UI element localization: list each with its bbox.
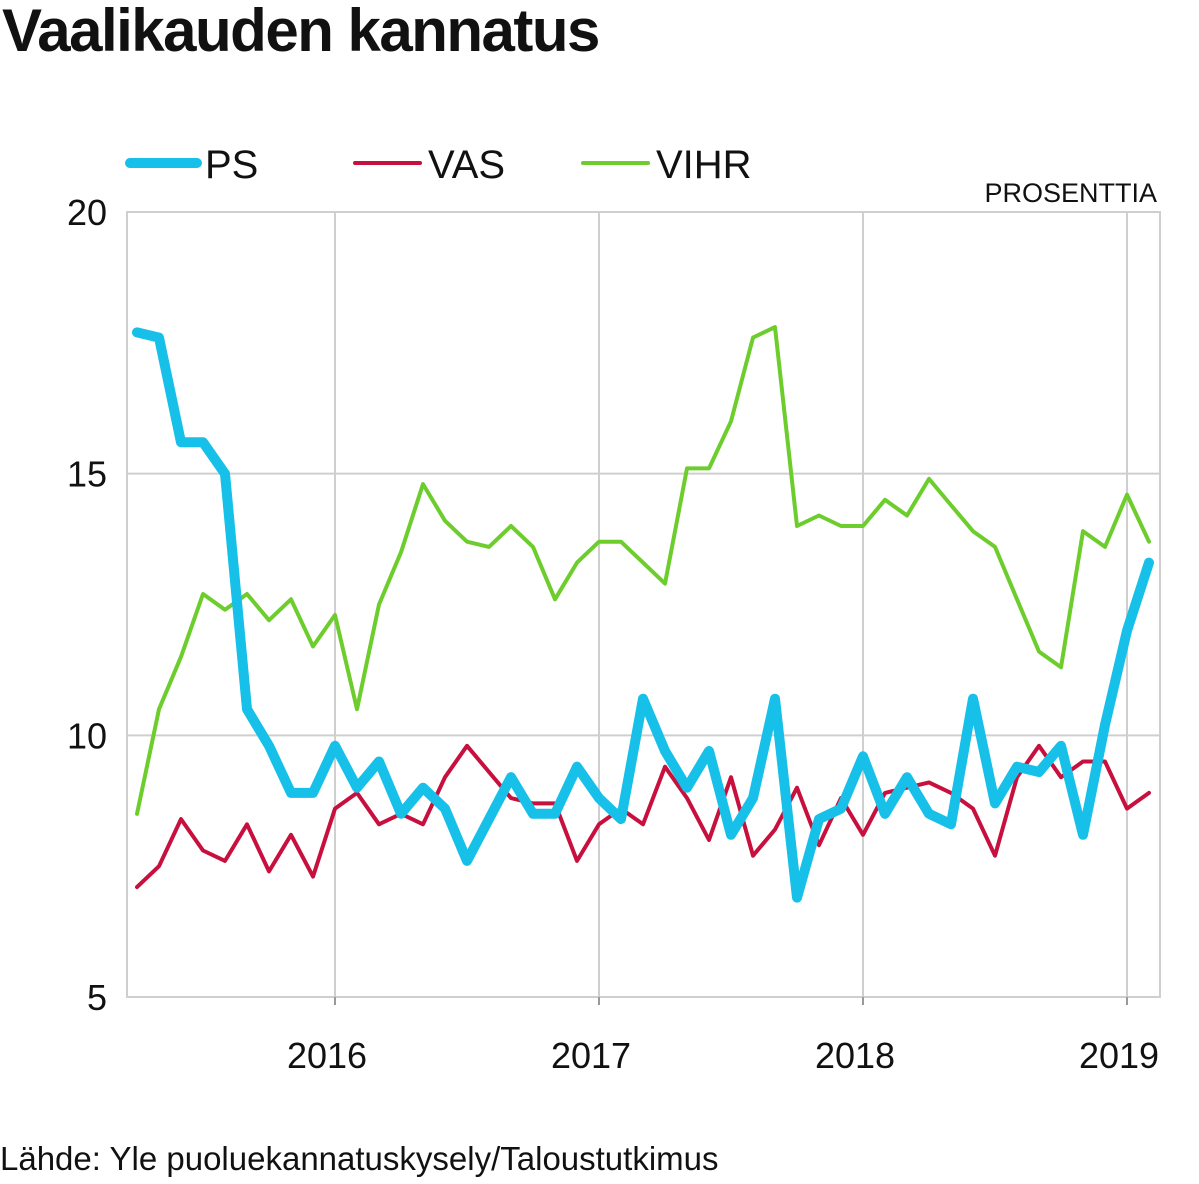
y-tick-label-20: 20 bbox=[67, 192, 107, 233]
x-tick-label-2017: 2017 bbox=[551, 1035, 631, 1076]
source-note: Lähde: Yle puoluekannatuskysely/Taloustu… bbox=[0, 1140, 719, 1177]
unit-label: PROSENTTIA bbox=[984, 178, 1157, 208]
legend-label-ps: PS bbox=[205, 143, 258, 187]
series-line-ps bbox=[132, 327, 1154, 903]
x-tick-label-2016: 2016 bbox=[287, 1035, 367, 1076]
chart-title: Vaalikauden kannatus bbox=[2, 0, 600, 64]
y-tick-label-10: 10 bbox=[67, 715, 107, 756]
y-tick-label-5: 5 bbox=[87, 977, 107, 1018]
x-tick-label-2018: 2018 bbox=[815, 1035, 895, 1076]
plot-frame bbox=[126, 211, 1161, 998]
y-tick-label-15: 15 bbox=[67, 454, 107, 495]
axes: 5 10 15 20 2016 2017 2018 2019 bbox=[67, 192, 1159, 1076]
x-tick-label-2019: 2019 bbox=[1079, 1035, 1159, 1076]
legend: PS VAS VIHR bbox=[125, 143, 752, 187]
series-line-vas bbox=[135, 743, 1151, 890]
legend-label-vas: VAS bbox=[428, 143, 505, 187]
grid bbox=[126, 211, 1161, 998]
series-line-vihr bbox=[135, 325, 1151, 816]
legend-label-vihr: VIHR bbox=[656, 143, 752, 187]
series-lines bbox=[132, 325, 1154, 903]
